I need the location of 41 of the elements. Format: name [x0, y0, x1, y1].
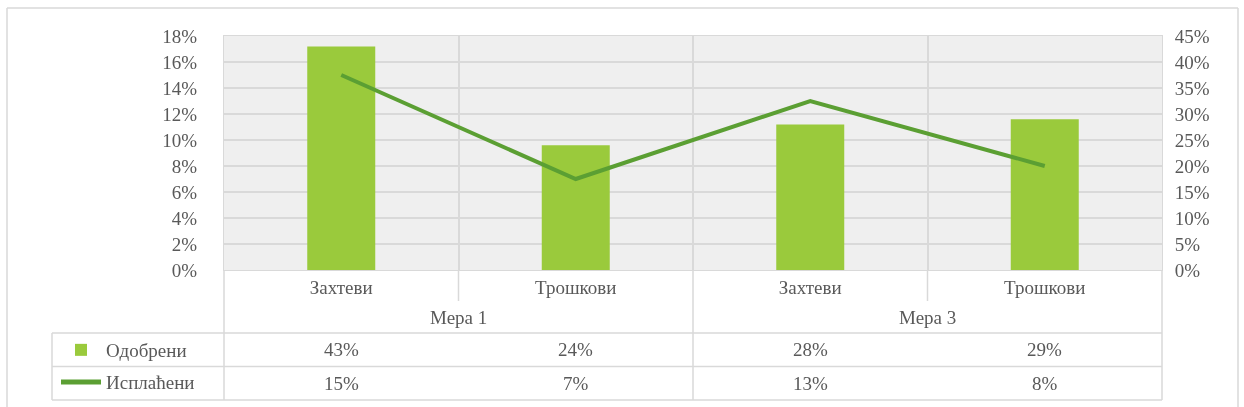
y2-tick-label: 25% — [1174, 129, 1210, 151]
y-tick-label: 8% — [171, 155, 198, 177]
x-tick-label: Захтеви — [309, 276, 373, 298]
y-tick-label: 4% — [171, 207, 198, 229]
data-label: 29% — [1027, 339, 1062, 360]
y2-tick-label: 10% — [1174, 207, 1210, 229]
y2-tick-label: 45% — [1174, 25, 1210, 47]
y2-tick-label: 35% — [1174, 77, 1210, 99]
y2-tick-label: 0% — [1174, 259, 1201, 281]
y2-tick-label: 20% — [1174, 155, 1210, 177]
x-tick-label: Трошкови — [535, 276, 617, 298]
bar — [307, 46, 376, 270]
data-label: 43% — [324, 339, 359, 360]
data-label: 24% — [558, 339, 593, 360]
x-tick-label: Захтеви — [778, 276, 842, 298]
y2-tick-label: 15% — [1174, 181, 1210, 203]
data-label: 13% — [793, 373, 828, 394]
y-tick-label: 12% — [162, 103, 198, 125]
data-label: 28% — [793, 339, 828, 360]
text: Мера 3 — [899, 307, 957, 328]
line-series — [339, 73, 1047, 181]
y-tick-label: 0% — [171, 259, 198, 281]
y2-tick-label: 30% — [1174, 103, 1210, 125]
data-label: 7% — [563, 373, 589, 394]
y-tick-label: 14% — [162, 77, 198, 99]
x-tick-label: Трошкови — [1004, 276, 1086, 298]
y-tick-label: 16% — [162, 51, 198, 73]
bar — [1010, 119, 1079, 270]
y2-tick-label: 5% — [1174, 233, 1201, 255]
legend-label: Одобрени — [106, 340, 187, 362]
bar — [776, 124, 845, 270]
y-tick-label: 6% — [171, 181, 198, 203]
bar — [541, 145, 610, 270]
y2-tick-label: 40% — [1174, 51, 1210, 73]
y-tick-label: 10% — [162, 129, 198, 151]
data-label: 8% — [1032, 373, 1058, 394]
text: Мера 1 — [430, 307, 488, 328]
data-label: 15% — [324, 373, 359, 394]
y-tick-label: 2% — [171, 233, 198, 255]
legend-label: Исплаћени — [106, 372, 195, 394]
y-tick-label: 18% — [162, 25, 198, 47]
